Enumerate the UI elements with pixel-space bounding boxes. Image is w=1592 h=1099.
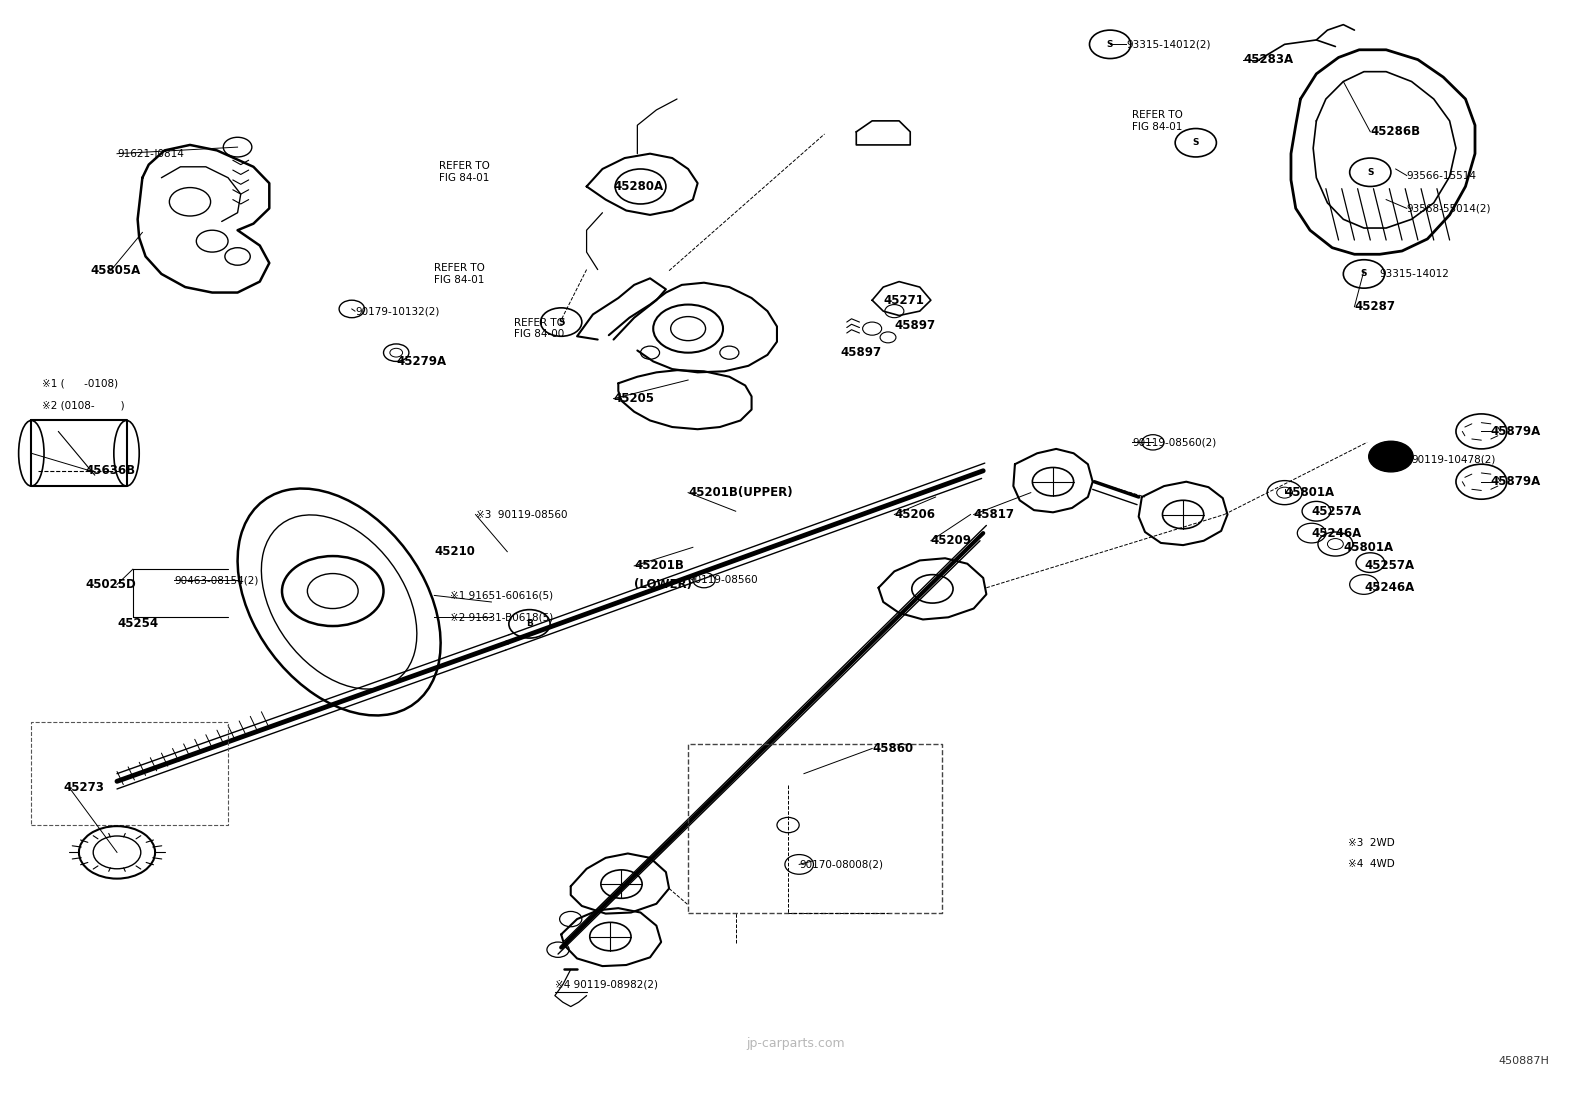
Text: REFER TO
FIG 84-00: REFER TO FIG 84-00 [514, 318, 565, 340]
Text: 93315-14012(2): 93315-14012(2) [1126, 40, 1210, 49]
Text: 93566-15514: 93566-15514 [1407, 170, 1477, 180]
Text: 45897: 45897 [841, 346, 882, 359]
Text: ※4  4WD: ※4 4WD [1348, 859, 1395, 869]
Text: S: S [1368, 168, 1374, 177]
Text: 45801A: 45801A [1285, 486, 1334, 499]
Text: 45273: 45273 [64, 781, 103, 795]
Text: 45897: 45897 [895, 319, 936, 332]
Text: 45805A: 45805A [91, 264, 140, 277]
Text: ※2 91631-B0618(5): ※2 91631-B0618(5) [451, 612, 554, 622]
Text: 45879A: 45879A [1490, 475, 1541, 488]
Circle shape [1369, 442, 1414, 471]
Text: ※1 (      -0108): ※1 ( -0108) [43, 378, 118, 388]
Text: S: S [1106, 40, 1113, 48]
Text: 45210: 45210 [435, 545, 474, 558]
Text: 45257A: 45257A [1312, 504, 1361, 518]
Text: 90463-08154(2): 90463-08154(2) [174, 575, 258, 585]
Text: 45201B(UPPER): 45201B(UPPER) [688, 486, 793, 499]
Text: 90119-08560: 90119-08560 [688, 575, 758, 585]
Text: 45801A: 45801A [1344, 541, 1393, 554]
Text: REFER TO
FIG 84-01: REFER TO FIG 84-01 [1132, 110, 1183, 132]
Text: 93315-14012: 93315-14012 [1380, 269, 1450, 279]
Text: B: B [525, 620, 533, 629]
Text: 45246A: 45246A [1364, 581, 1414, 595]
Text: jp-carparts.com: jp-carparts.com [747, 1037, 845, 1051]
Text: S: S [1361, 269, 1368, 278]
Text: 45201B: 45201B [634, 559, 685, 573]
Text: 45257A: 45257A [1364, 559, 1414, 573]
Text: 45280A: 45280A [613, 180, 664, 193]
Text: 45636B: 45636B [86, 464, 135, 477]
Text: ※1 91651-60616(5): ※1 91651-60616(5) [451, 590, 554, 600]
Text: 45246A: 45246A [1312, 526, 1361, 540]
Text: 45879A: 45879A [1490, 425, 1541, 437]
Text: 45860: 45860 [872, 742, 914, 755]
Text: 45205: 45205 [613, 392, 654, 406]
Text: 90119-10478(2): 90119-10478(2) [1412, 455, 1496, 465]
Text: 45025D: 45025D [86, 578, 135, 591]
Text: 93568-55014(2): 93568-55014(2) [1407, 203, 1492, 213]
Text: 45206: 45206 [895, 508, 936, 521]
Text: ※2 (0108-        ): ※2 (0108- ) [43, 400, 126, 410]
Text: ※3  90119-08560: ※3 90119-08560 [476, 510, 567, 520]
Text: 45279A: 45279A [396, 355, 446, 368]
Text: 45271: 45271 [884, 293, 923, 307]
Text: REFER TO
FIG 84-01: REFER TO FIG 84-01 [435, 263, 486, 285]
Text: (LOWER): (LOWER) [634, 578, 693, 591]
Text: 45209: 45209 [931, 534, 971, 547]
Text: S: S [557, 318, 565, 326]
Text: 45283A: 45283A [1243, 53, 1294, 66]
Text: ※3  2WD: ※3 2WD [1348, 837, 1395, 847]
Text: REFER TO
FIG 84-01: REFER TO FIG 84-01 [439, 162, 490, 184]
Text: 45254: 45254 [116, 618, 158, 631]
Text: 45817: 45817 [974, 508, 1014, 521]
Text: 90179-10132(2): 90179-10132(2) [355, 307, 439, 317]
Text: S: S [1192, 138, 1199, 147]
Text: 91621-J0814: 91621-J0814 [116, 148, 185, 158]
Text: 45287: 45287 [1355, 300, 1396, 313]
Text: 45286B: 45286B [1371, 125, 1420, 138]
Text: 450887H: 450887H [1498, 1056, 1549, 1066]
Text: 90170-08008(2): 90170-08008(2) [799, 859, 884, 869]
Text: 90119-08560(2): 90119-08560(2) [1132, 437, 1216, 447]
Text: ※4 90119-08982(2): ※4 90119-08982(2) [556, 979, 657, 990]
